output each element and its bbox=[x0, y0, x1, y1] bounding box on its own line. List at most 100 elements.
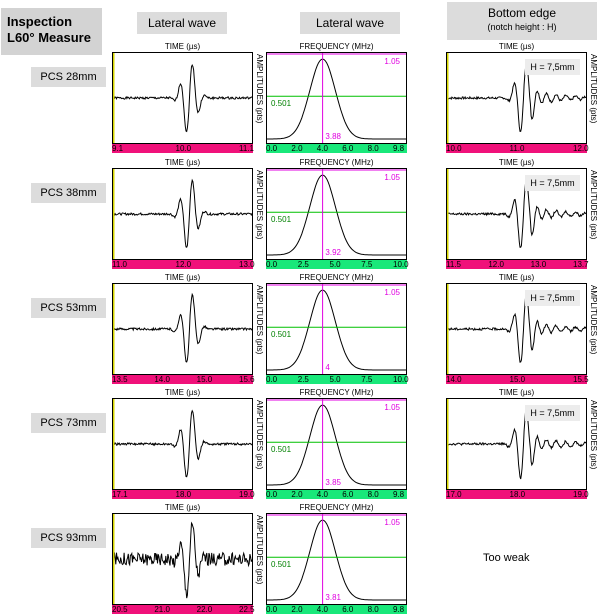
fft-tick-label: 4.0 bbox=[316, 605, 328, 614]
spectrum-trace bbox=[267, 58, 406, 140]
lw-axis: 20.5 21.0 22.0 22.5 bbox=[112, 605, 255, 614]
row-label-1: PCS 38mm bbox=[31, 183, 106, 203]
be-axis: 10.0 11.0 12.0 bbox=[446, 144, 589, 153]
fft-tick-label: 0.0 bbox=[266, 144, 278, 153]
bottom-edge-time-axis-title: TIME (µs) bbox=[498, 158, 535, 167]
fft-tick-label: 0.0 bbox=[266, 260, 278, 269]
be-tick-label: 15.0 bbox=[509, 375, 526, 384]
lw-tick-label: 22.0 bbox=[196, 605, 213, 614]
be-axis: 11.5 12.0 13.0 13.7 bbox=[446, 260, 589, 269]
time-axis-title: TIME (µs) bbox=[164, 388, 201, 397]
peak-amplitude-value: 1.05 bbox=[384, 288, 400, 297]
spectrum-trace bbox=[267, 404, 406, 486]
fft-tick-label: 2.5 bbox=[297, 260, 309, 269]
spectrum-trace bbox=[267, 519, 406, 601]
lw-tick-label: 13.5 bbox=[112, 375, 128, 384]
time-axis-title: TIME (µs) bbox=[164, 503, 201, 512]
peak-amplitude-value: 1.05 bbox=[384, 173, 400, 182]
too-weak-label: Too weak bbox=[483, 552, 530, 564]
fft-tick-label: 2.0 bbox=[291, 144, 303, 153]
lw-tick-label: 14.0 bbox=[154, 375, 170, 384]
fft-tick-label: 2.5 bbox=[297, 375, 309, 384]
fft-tick-label: 0.0 bbox=[266, 490, 278, 499]
peak-frequency-value: 3.92 bbox=[325, 248, 341, 257]
amplitude-axis-title: AMPLITUDES (pts) bbox=[255, 400, 264, 470]
lateral-wave-waveform-svg bbox=[113, 284, 252, 374]
half-amplitude-value: 0.501 bbox=[271, 215, 292, 225]
fft-axis: 0.0 2.0 4.0 6.0 8.0 9.8 bbox=[266, 144, 407, 153]
fft-tick-label: 10.0 bbox=[393, 375, 409, 384]
notch-height-label: H = 7,5mm bbox=[525, 290, 580, 306]
lw-axis: 17.1 18.0 19.0 bbox=[112, 490, 255, 499]
waveform-trace bbox=[447, 409, 586, 480]
be-tick-label: 14.0 bbox=[446, 375, 462, 384]
lw-tick-label: 15.0 bbox=[196, 375, 213, 384]
frequency-axis-title: FREQUENCY (MHz) bbox=[299, 158, 374, 167]
be-tick-label: 10.0 bbox=[446, 144, 462, 153]
fft-tick-label: 6.0 bbox=[342, 144, 354, 153]
fft-axis: 0.0 2.0 4.0 6.0 8.0 9.8 bbox=[266, 490, 407, 499]
waveform-trace bbox=[113, 521, 252, 599]
fft-tick-label: 9.8 bbox=[393, 490, 405, 499]
row-label-0: PCS 28mm bbox=[31, 67, 106, 87]
notch-height-label: H = 7,5mm bbox=[525, 405, 580, 421]
peak-frequency-value: 3.85 bbox=[325, 478, 341, 487]
be-tick-label: 19.0 bbox=[573, 490, 589, 499]
bottom-edge-time-plot: H = 7,5mm bbox=[446, 283, 587, 375]
be-tick-label: 11.0 bbox=[509, 144, 525, 153]
lateral-wave-spectrum-plot: 1.05 0.501 3.92 bbox=[266, 168, 407, 260]
bottom-edge-amplitude-axis-title: AMPLITUDES (pts) bbox=[589, 54, 598, 124]
table-title: Inspection L60° Measure bbox=[1, 8, 102, 55]
be-tick-label: 11.5 bbox=[446, 260, 461, 269]
lw-tick-label: 10.0 bbox=[175, 144, 192, 153]
waveform-trace bbox=[447, 292, 586, 363]
be-tick-label: 18.0 bbox=[509, 490, 526, 499]
amplitude-axis-title: AMPLITUDES (pts) bbox=[255, 285, 264, 355]
bottom-edge-subtitle: (notch height : H) bbox=[487, 22, 557, 32]
lw-tick-label: 17.1 bbox=[112, 490, 128, 499]
lateral-wave-time-plot bbox=[112, 398, 253, 490]
fft-tick-label: 7.5 bbox=[361, 375, 373, 384]
bottom-edge-title: Bottom edge bbox=[487, 6, 557, 20]
fft-tick-label: 9.8 bbox=[393, 144, 405, 153]
lw-tick-label: 11.1 bbox=[239, 144, 254, 153]
waveform-trace bbox=[447, 178, 586, 248]
time-axis-title: TIME (µs) bbox=[164, 42, 201, 51]
lw-tick-label: 9.1 bbox=[112, 144, 124, 153]
peak-amplitude-value: 1.05 bbox=[384, 57, 400, 66]
lateral-wave-time-plot bbox=[112, 513, 253, 605]
lateral-wave-time-plot bbox=[112, 168, 253, 260]
waveform-trace bbox=[447, 63, 586, 132]
bottom-edge-time-plot: H = 7,5mm bbox=[446, 398, 587, 490]
bottom-edge-time-axis-title: TIME (µs) bbox=[498, 388, 535, 397]
lateral-wave-waveform-svg bbox=[113, 53, 252, 143]
waveform-trace bbox=[113, 178, 252, 248]
notch-height-label: H = 7,5mm bbox=[525, 175, 580, 191]
peak-amplitude-value: 1.05 bbox=[384, 403, 400, 412]
lateral-wave-waveform-svg bbox=[113, 399, 252, 489]
lateral-wave-spectrum-plot: 1.05 0.501 3.81 bbox=[266, 513, 407, 605]
bottom-edge-amplitude-axis-title: AMPLITUDES (pts) bbox=[589, 400, 598, 470]
fft-tick-label: 8.0 bbox=[367, 490, 379, 499]
lateral-wave-time-plot bbox=[112, 283, 253, 375]
lw-axis: 13.5 14.0 15.0 15.6 bbox=[112, 375, 255, 384]
fft-tick-label: 8.0 bbox=[367, 605, 379, 614]
row-label-4: PCS 93mm bbox=[31, 528, 106, 548]
amplitude-axis-title: AMPLITUDES (pts) bbox=[255, 170, 264, 240]
fft-tick-label: 5.0 bbox=[329, 375, 341, 384]
spectrum-trace bbox=[267, 289, 406, 371]
waveform-trace bbox=[113, 63, 252, 133]
fft-tick-label: 4.0 bbox=[316, 490, 328, 499]
peak-frequency-value: 4 bbox=[325, 363, 330, 372]
spectrum-svg bbox=[267, 514, 406, 604]
lw-tick-label: 21.0 bbox=[154, 605, 170, 614]
frequency-axis-title: FREQUENCY (MHz) bbox=[299, 503, 374, 512]
lateral-wave-spectrum-plot: 1.05 0.501 3.85 bbox=[266, 398, 407, 490]
bottom-edge-waveform-svg bbox=[447, 53, 586, 143]
frequency-axis-title: FREQUENCY (MHz) bbox=[299, 42, 374, 51]
lw-tick-label: 13.0 bbox=[239, 260, 255, 269]
be-tick-label: 13.0 bbox=[530, 260, 547, 269]
bottom-edge-time-axis-title: TIME (µs) bbox=[498, 273, 535, 282]
fft-tick-label: 6.0 bbox=[342, 605, 354, 614]
bottom-edge-waveform-svg bbox=[447, 284, 586, 374]
